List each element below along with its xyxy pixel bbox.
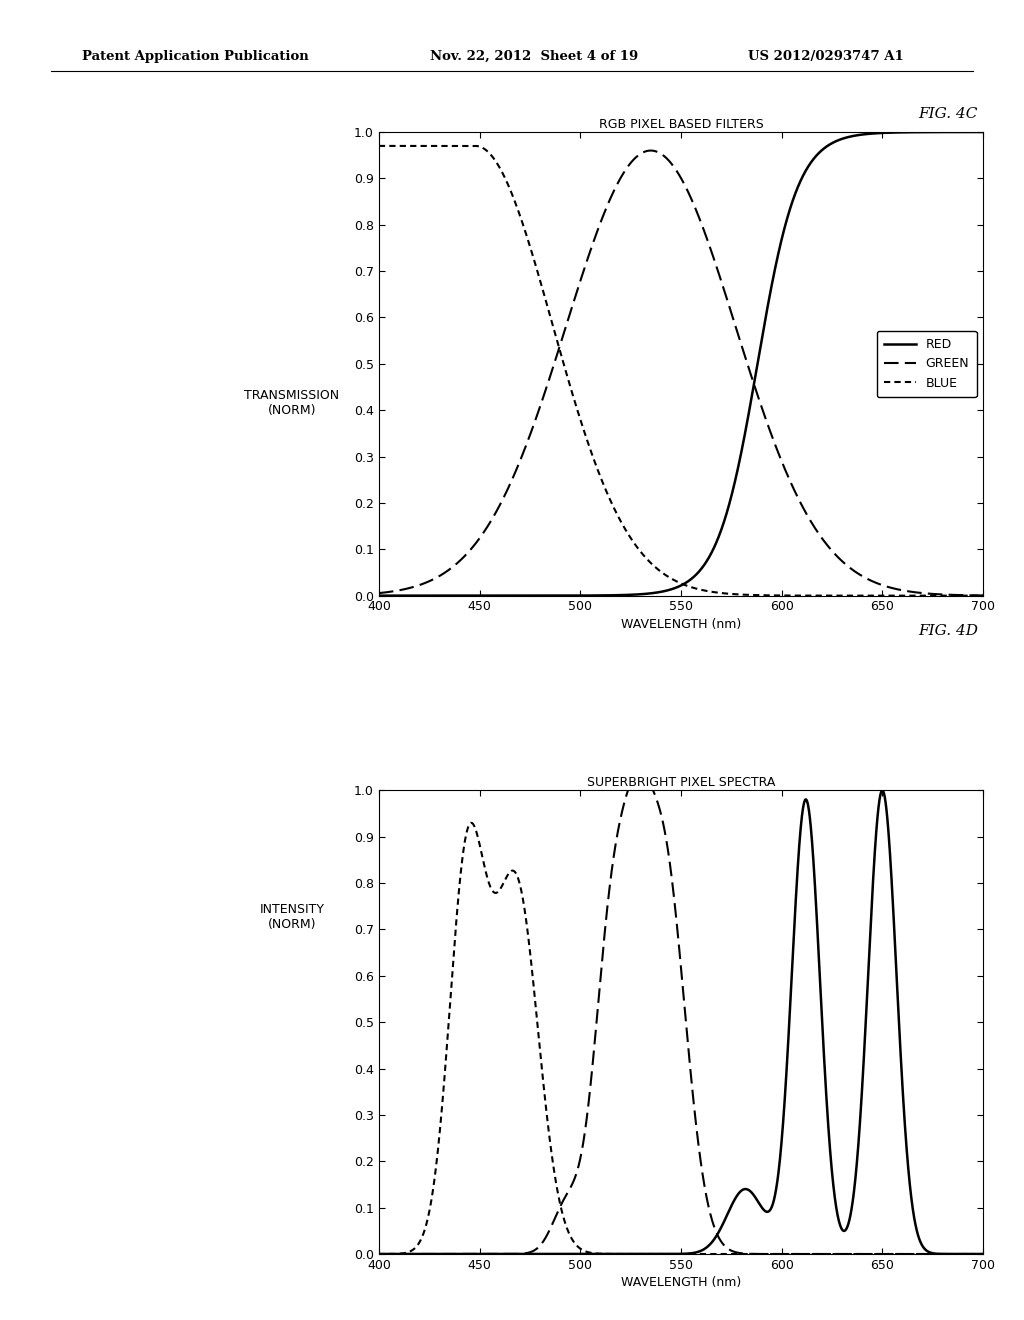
- Title: RGB PIXEL BASED FILTERS: RGB PIXEL BASED FILTERS: [599, 117, 763, 131]
- Text: FIG. 4D: FIG. 4D: [918, 623, 978, 638]
- Text: TRANSMISSION
(NORM): TRANSMISSION (NORM): [245, 388, 339, 417]
- X-axis label: WAVELENGTH (nm): WAVELENGTH (nm): [621, 618, 741, 631]
- X-axis label: WAVELENGTH (nm): WAVELENGTH (nm): [621, 1276, 741, 1290]
- Text: FIG. 4C: FIG. 4C: [919, 107, 978, 121]
- Text: Patent Application Publication: Patent Application Publication: [82, 50, 308, 63]
- Text: US 2012/0293747 A1: US 2012/0293747 A1: [748, 50, 903, 63]
- Legend: RED, GREEN, BLUE: RED, GREEN, BLUE: [877, 330, 977, 397]
- Text: Nov. 22, 2012  Sheet 4 of 19: Nov. 22, 2012 Sheet 4 of 19: [430, 50, 638, 63]
- Text: INTENSITY
(NORM): INTENSITY (NORM): [259, 903, 325, 932]
- Title: SUPERBRIGHT PIXEL SPECTRA: SUPERBRIGHT PIXEL SPECTRA: [587, 776, 775, 789]
